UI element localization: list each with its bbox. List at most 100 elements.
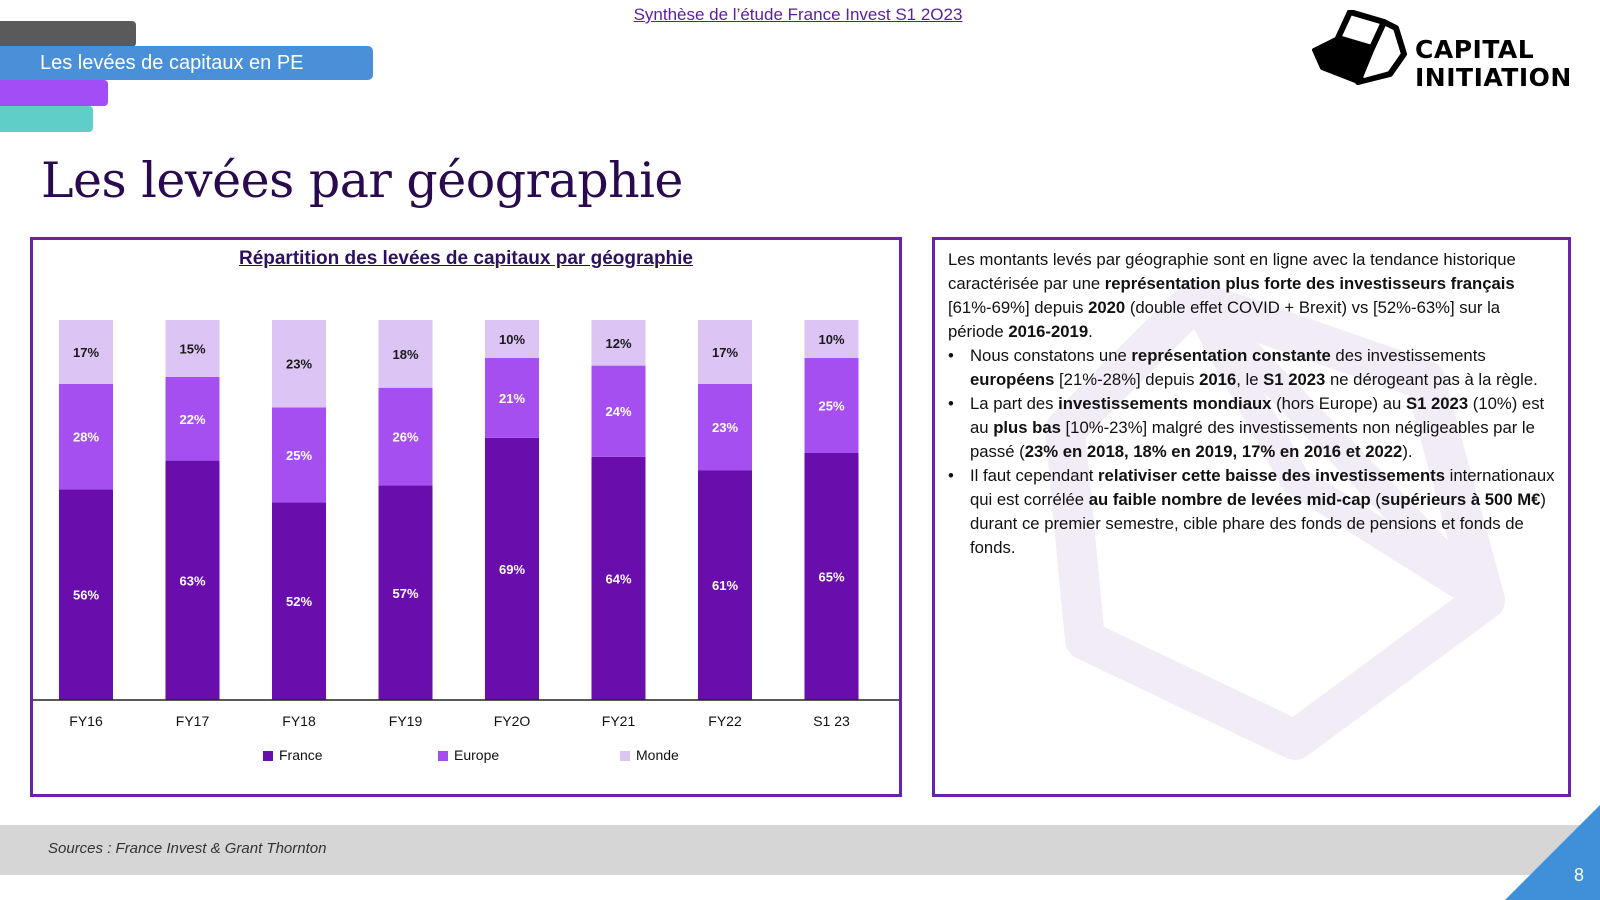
bullet-segment: représentation constante	[1131, 346, 1331, 365]
study-link[interactable]: Synthèse de l’étude France Invest S1 2O2…	[633, 5, 963, 24]
data-label: 23%	[286, 357, 312, 372]
bullet-list: Nous constatons une représentation const…	[948, 344, 1558, 560]
commentary-text: Les montants levés par géographie sont e…	[948, 248, 1558, 560]
x-tick-label: FY2O	[494, 713, 531, 729]
data-label: 17%	[712, 345, 738, 360]
data-label: 10%	[499, 332, 525, 347]
bullet-segment: 23% en 2018, 18% en 2019, 17% en 2016 et…	[1024, 442, 1403, 461]
legend-label: France	[279, 747, 323, 763]
bar-europe	[165, 377, 220, 461]
bullet-segment: Nous constatons une	[970, 346, 1132, 365]
data-label: 10%	[818, 332, 844, 347]
bullet-segment: relativiser cette baisse des investissem…	[1098, 466, 1445, 485]
bar-france	[591, 456, 646, 700]
data-label: 63%	[179, 573, 205, 588]
logo-line-1: CAPITAL	[1415, 35, 1535, 64]
cube-logo-icon	[1312, 9, 1407, 85]
bar-monde	[165, 320, 220, 377]
bullet-segment: (10%) est au	[970, 394, 1545, 437]
data-label: 57%	[392, 586, 418, 601]
bar-monde	[804, 320, 859, 358]
bullet-segment: des investissements	[1330, 346, 1486, 365]
data-label: 52%	[286, 594, 312, 609]
bar-france	[698, 470, 752, 700]
intro-segment: (double effet COVID + Brexit) vs [52%-63…	[948, 298, 1501, 341]
data-label: 12%	[605, 336, 631, 351]
bullet-segment: investissements mondiaux	[1058, 394, 1272, 413]
bullet-segment: La part des	[970, 394, 1059, 413]
bar-france	[485, 437, 539, 700]
bar-europe	[591, 365, 646, 457]
bullet-segment: ).	[1402, 442, 1413, 461]
tab-decor-teal	[0, 106, 93, 132]
bar-europe	[804, 358, 859, 453]
bar-europe	[485, 358, 539, 438]
x-tick-label: FY19	[389, 713, 423, 729]
intro-segment: 2016-2019	[1008, 322, 1089, 341]
bullet-segment: ne dérogeant pas à la règle.	[1325, 370, 1538, 389]
data-label: 64%	[605, 571, 631, 586]
data-label: 69%	[499, 562, 525, 577]
logo-wordmark: CAPITAL INITIATION	[1415, 36, 1572, 92]
data-label: 17%	[73, 345, 99, 360]
data-label: 18%	[392, 347, 418, 362]
bullet-segment: [21%-28%] depuis	[1054, 370, 1200, 389]
intro-segment: représentation plus forte des investisse…	[1104, 274, 1515, 293]
bullet-segment: [10%-23%] malgré des investissements non…	[970, 418, 1535, 461]
corner-triangle	[1505, 805, 1600, 900]
section-tab[interactable]: Les levées de capitaux en PE	[0, 46, 373, 80]
bullet-segment: (hors Europe) au	[1271, 394, 1406, 413]
bullet-segment: Il faut cependant	[970, 466, 1099, 485]
data-label: 15%	[179, 342, 205, 357]
x-tick-label: FY17	[176, 713, 210, 729]
bar-france	[165, 460, 220, 700]
x-tick-label: FY16	[69, 713, 103, 729]
footer-band: Sources : France Invest & Grant Thornton	[0, 825, 1600, 875]
bullet-segment: supérieurs à 500 M€	[1380, 490, 1541, 509]
bar-monde	[272, 320, 326, 408]
data-label: 26%	[392, 430, 418, 445]
intro-segment: Les montants levés par géographie sont e…	[948, 250, 1516, 293]
intro-paragraph: Les montants levés par géographie sont e…	[948, 248, 1558, 344]
legend-label: Europe	[454, 747, 499, 763]
bullet-segment: ) durant ce premier semestre, cible phar…	[970, 490, 1546, 557]
data-label: 28%	[73, 430, 99, 445]
bullet-segment: S1 2023	[1405, 394, 1469, 413]
bar-europe	[272, 407, 326, 503]
capital-initiation-logo: CAPITAL INITIATION	[1312, 9, 1592, 92]
data-label: 21%	[499, 391, 525, 406]
tab-decor-violet	[0, 80, 108, 106]
bullet-segment: S1 2023	[1263, 370, 1326, 389]
bullet-segment: , le	[1236, 370, 1264, 389]
legend-label: Monde	[636, 747, 679, 763]
data-label: 61%	[712, 578, 738, 593]
intro-segment: 2020	[1088, 298, 1126, 317]
bar-europe	[698, 383, 752, 471]
bullet-item: Il faut cependant relativiser cette bais…	[948, 464, 1558, 560]
data-label: 56%	[73, 588, 99, 603]
bullet-segment: plus bas	[993, 418, 1061, 437]
data-label: 65%	[818, 570, 844, 585]
bar-monde	[485, 320, 539, 358]
legend-swatch-europe	[438, 751, 448, 761]
bar-france	[804, 453, 859, 700]
legend-swatch-monde	[620, 751, 630, 761]
bullet-item: La part des investissements mondiaux (ho…	[948, 392, 1558, 464]
tab-decor-gray	[0, 21, 136, 47]
x-tick-label: S1 23	[813, 713, 850, 729]
bar-monde	[378, 320, 433, 388]
data-label: 25%	[286, 448, 312, 463]
sources-note: Sources : France Invest & Grant Thornton	[48, 840, 327, 857]
bullet-segment: internationaux qui est corrélée	[970, 466, 1555, 509]
bar-monde	[698, 320, 752, 384]
chart-title: Répartition des levées de capitaux par g…	[238, 248, 694, 269]
data-label: 22%	[179, 412, 205, 427]
legend-swatch-france	[263, 751, 273, 761]
bullet-item: Nous constatons une représentation const…	[948, 344, 1558, 392]
data-label: 25%	[818, 399, 844, 414]
bar-monde	[59, 320, 113, 384]
bullet-segment: européens	[970, 370, 1055, 389]
bullet-segment: au faible nombre de levées mid-cap	[1088, 490, 1371, 509]
intro-segment: .	[1088, 322, 1093, 341]
x-tick-label: FY21	[602, 713, 636, 729]
